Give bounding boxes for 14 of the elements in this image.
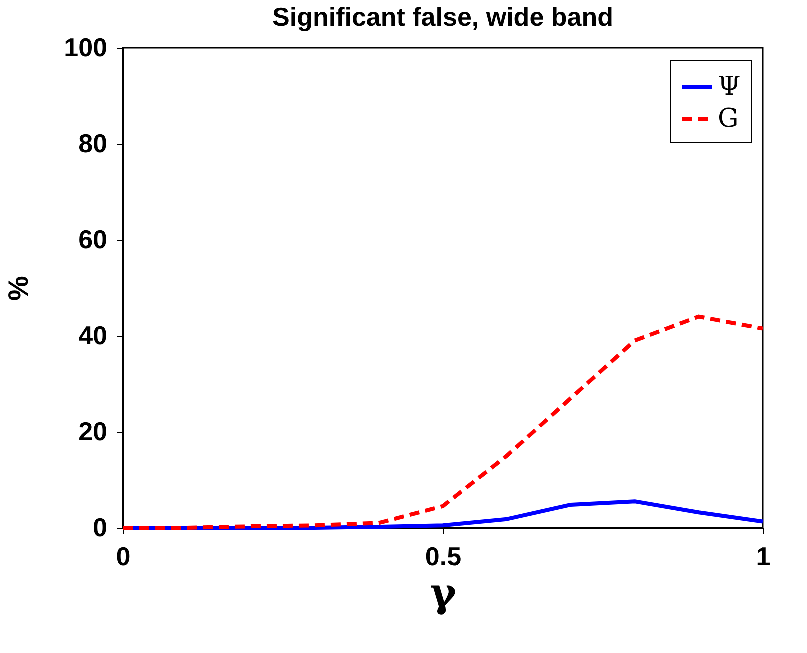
chart-title: Significant false, wide band — [272, 2, 614, 32]
y-tick-label: 0 — [93, 512, 108, 542]
y-tick-label: 20 — [78, 416, 108, 446]
y-tick-label: 80 — [78, 128, 108, 158]
x-axis-title: γ — [430, 570, 458, 616]
x-tick-label: 0.5 — [425, 542, 462, 572]
y-axis-title: % — [3, 276, 34, 301]
legend-label: Ψ — [718, 72, 741, 102]
y-tick-label: 100 — [64, 32, 108, 62]
legend-label: G — [718, 104, 739, 134]
y-tick-label: 60 — [78, 224, 108, 254]
y-tick-label: 40 — [78, 320, 108, 350]
x-tick-label: 0 — [116, 542, 131, 572]
x-tick-label: 1 — [756, 542, 771, 572]
